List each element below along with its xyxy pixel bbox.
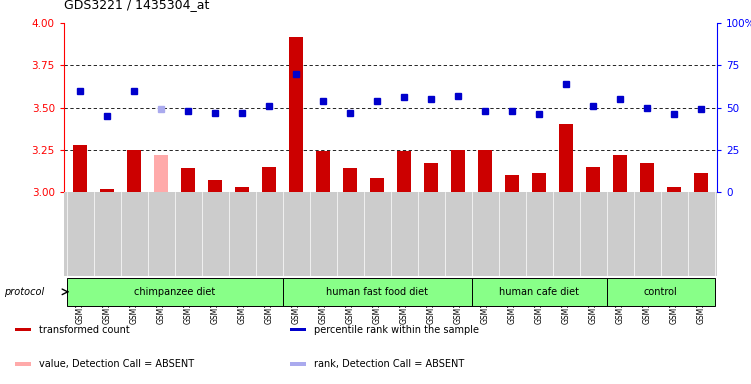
Text: transformed count: transformed count: [39, 324, 129, 334]
Bar: [559, 124, 574, 192]
Bar: [234, 187, 249, 192]
Bar: [505, 175, 520, 192]
Bar: [478, 150, 493, 192]
Bar: [261, 167, 276, 192]
Bar: [369, 179, 385, 192]
Bar: [451, 150, 466, 192]
Text: percentile rank within the sample: percentile rank within the sample: [314, 324, 479, 334]
Bar: [667, 187, 681, 192]
Text: human fast food diet: human fast food diet: [326, 287, 428, 297]
Bar: [15, 328, 32, 331]
Text: GDS3221 / 1435304_at: GDS3221 / 1435304_at: [64, 0, 210, 12]
Bar: [315, 151, 330, 192]
FancyBboxPatch shape: [67, 278, 282, 306]
Bar: [290, 362, 306, 366]
Bar: [288, 36, 303, 192]
Bar: [640, 163, 654, 192]
Bar: [613, 155, 627, 192]
Bar: [154, 155, 168, 192]
Text: control: control: [644, 287, 677, 297]
Bar: [127, 150, 141, 192]
Bar: [73, 145, 87, 192]
Bar: [342, 168, 357, 192]
Bar: [586, 167, 601, 192]
Bar: [100, 189, 114, 192]
Bar: [532, 174, 547, 192]
Text: human cafe diet: human cafe diet: [499, 287, 579, 297]
Bar: [424, 163, 439, 192]
Bar: [15, 362, 32, 366]
Text: protocol: protocol: [4, 287, 44, 297]
FancyBboxPatch shape: [607, 278, 714, 306]
Text: chimpanzee diet: chimpanzee diet: [134, 287, 215, 297]
Bar: [290, 328, 306, 331]
FancyBboxPatch shape: [282, 278, 472, 306]
FancyBboxPatch shape: [472, 278, 607, 306]
Text: value, Detection Call = ABSENT: value, Detection Call = ABSENT: [39, 359, 194, 369]
Text: rank, Detection Call = ABSENT: rank, Detection Call = ABSENT: [314, 359, 464, 369]
Bar: [694, 174, 708, 192]
Bar: [180, 168, 195, 192]
Bar: [397, 151, 412, 192]
Bar: [207, 180, 222, 192]
